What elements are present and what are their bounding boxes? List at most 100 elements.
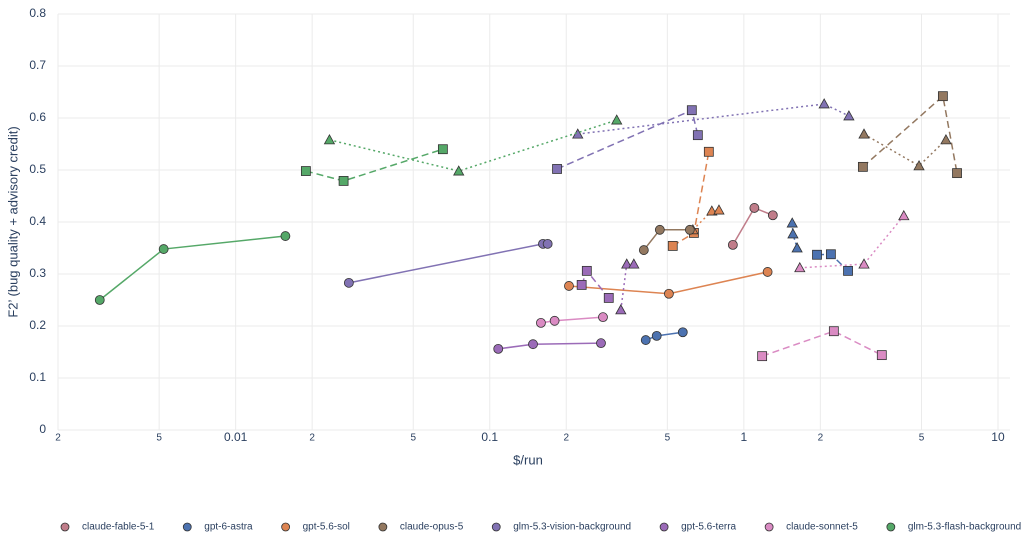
- marker: [898, 209, 910, 221]
- marker: [667, 241, 678, 251]
- marker: [338, 176, 349, 186]
- y-tick-label: 0.4: [29, 214, 46, 228]
- marker: [767, 210, 778, 221]
- legend-label: claude-opus-5: [400, 522, 464, 533]
- x-tick-label: 5: [665, 433, 671, 444]
- marker: [572, 128, 584, 139]
- marker: [598, 312, 608, 323]
- marker: [828, 326, 839, 337]
- legend-item: claude-fable-5-1: [60, 522, 155, 533]
- y-tick-label: 0.1: [29, 370, 46, 384]
- legend-marker: [60, 522, 70, 532]
- series-line: [348, 243, 548, 284]
- x-tick-label: 2: [563, 433, 569, 444]
- marker: [757, 351, 768, 362]
- series-line: [645, 331, 683, 341]
- legend-label: gpt-5.6-terra: [681, 522, 736, 533]
- marker: [786, 217, 798, 228]
- legend-item: gpt-6-astra: [182, 522, 253, 533]
- marker: [576, 280, 587, 290]
- marker: [952, 168, 962, 179]
- legend-label: glm-5.3-flash-background: [908, 522, 1021, 533]
- legend-item: claude-opus-5: [378, 522, 464, 533]
- y-tick-label: 0.5: [29, 162, 46, 176]
- marker: [300, 166, 311, 176]
- marker: [913, 160, 925, 171]
- legend-label: gpt-5.6-sol: [303, 522, 350, 533]
- x-tick-label: 5: [919, 433, 925, 444]
- marker: [536, 317, 546, 328]
- series-line: [862, 94, 958, 174]
- marker: [651, 330, 662, 341]
- marker: [596, 338, 606, 349]
- y-tick-label: 0: [39, 422, 46, 436]
- marker: [323, 134, 336, 145]
- marker: [158, 244, 169, 254]
- marker: [615, 304, 627, 315]
- series-line: [329, 119, 617, 172]
- marker: [564, 281, 574, 291]
- marker: [528, 339, 538, 350]
- marker: [843, 110, 855, 121]
- marker: [453, 165, 465, 176]
- x-tick-label: 10: [991, 430, 1005, 444]
- marker: [611, 114, 623, 125]
- legend-label: claude-fable-5-1: [82, 522, 155, 533]
- y-tick-label: 0.3: [29, 266, 46, 280]
- series-line: [732, 207, 774, 246]
- marker: [749, 203, 760, 213]
- x-tick-label: 5: [156, 433, 162, 444]
- x-tick-label: 0.01: [224, 430, 248, 444]
- y-tick-label: 0.7: [29, 58, 46, 72]
- marker: [812, 249, 822, 260]
- marker: [638, 245, 649, 255]
- marker: [762, 267, 773, 277]
- marker: [628, 258, 640, 269]
- x-tick-label: 5: [410, 433, 416, 444]
- marker: [858, 128, 870, 139]
- marker: [818, 98, 830, 109]
- legend-item: glm-5.3-vision-background: [491, 522, 631, 533]
- marker: [437, 144, 448, 155]
- marker: [640, 335, 651, 345]
- marker: [664, 288, 674, 299]
- marker: [876, 350, 887, 361]
- legend-marker: [764, 522, 774, 532]
- marker: [542, 238, 553, 249]
- legend-marker: [491, 522, 501, 532]
- marker: [937, 91, 948, 102]
- legend-marker: [281, 522, 291, 532]
- marker: [581, 265, 592, 276]
- marker: [552, 164, 562, 174]
- legend-item: gpt-5.6-sol: [281, 522, 350, 533]
- marker: [686, 105, 697, 116]
- marker: [549, 315, 560, 326]
- y-tick-label: 0.2: [29, 318, 46, 332]
- legend-label: claude-sonnet-5: [786, 522, 858, 533]
- legend-item: claude-sonnet-5: [764, 522, 858, 533]
- marker: [603, 293, 614, 303]
- series-line: [761, 330, 883, 357]
- marker: [713, 204, 725, 215]
- series-line: [577, 103, 850, 135]
- marker: [493, 343, 504, 354]
- marker: [703, 146, 714, 157]
- legend-marker: [886, 522, 896, 532]
- marker: [343, 277, 354, 288]
- x-tick-label: 2: [309, 433, 315, 444]
- x-tick-label: 0.1: [481, 430, 498, 444]
- x-tick-label: 2: [55, 433, 61, 444]
- y-tick-label: 0.8: [29, 6, 46, 20]
- marker: [621, 258, 633, 269]
- legend-marker: [182, 522, 192, 532]
- x-tick-label: 2: [818, 433, 824, 444]
- marker: [825, 249, 836, 260]
- marker: [794, 261, 806, 273]
- legend-item: glm-5.3-flash-background: [886, 522, 1021, 533]
- marker: [940, 134, 952, 145]
- marker: [791, 242, 803, 253]
- marker: [727, 239, 738, 250]
- marker: [280, 231, 291, 241]
- series-line: [863, 133, 947, 167]
